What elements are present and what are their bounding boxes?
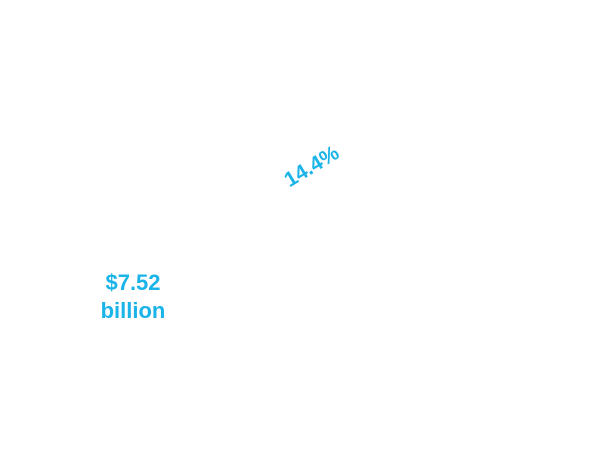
percentage-label: 14.4% — [280, 141, 344, 192]
amount-label: $7.52 billion — [100, 270, 166, 323]
